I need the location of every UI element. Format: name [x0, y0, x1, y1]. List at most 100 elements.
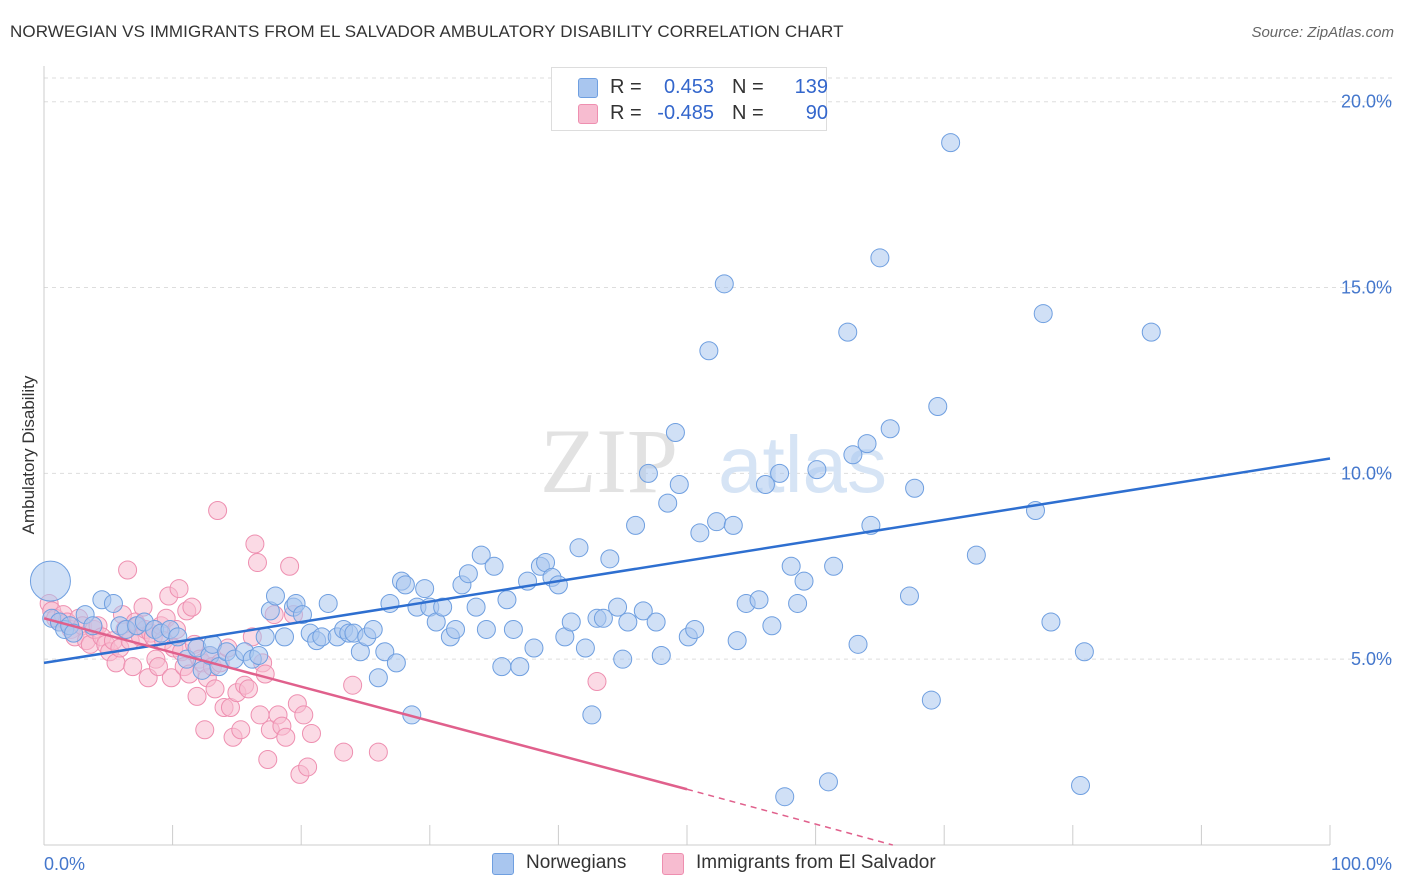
stats-legend: R = 0.453 N = 139 R = -0.485 N = 90 [551, 67, 828, 131]
data-point [169, 579, 189, 599]
data-point [593, 608, 613, 628]
data-point [123, 657, 143, 677]
data-point [497, 590, 517, 610]
trend-line-norwegians [43, 457, 1331, 665]
data-point [334, 742, 354, 762]
r-label: R = [610, 102, 642, 124]
data-point [569, 538, 589, 558]
y-tick-label: 10.0% [1341, 463, 1392, 483]
data-point [690, 523, 710, 543]
data-point [238, 679, 258, 699]
data-point [613, 649, 633, 669]
data-point [415, 579, 435, 599]
data-point [727, 631, 747, 651]
data-point [749, 590, 769, 610]
data-point [646, 612, 666, 632]
data-point [484, 556, 504, 576]
data-point [1141, 322, 1161, 342]
x-tick-label: 100.0% [1331, 854, 1392, 874]
data-point [762, 616, 782, 636]
data-point [245, 534, 265, 554]
data-point [600, 549, 620, 569]
y-tick-label: 15.0% [1341, 278, 1392, 298]
data-point [471, 545, 491, 565]
swatch-blue [578, 78, 598, 98]
data-point [187, 686, 207, 706]
data-point [848, 634, 868, 654]
data-point [608, 597, 628, 617]
data-point [368, 668, 388, 688]
data-point [575, 638, 595, 658]
data-point [255, 664, 275, 684]
data-point [458, 564, 478, 584]
data-point [1041, 612, 1061, 632]
data-point [294, 705, 314, 725]
data-point [638, 463, 658, 483]
data-point [280, 556, 300, 576]
data-point [582, 705, 602, 725]
data-point [103, 593, 123, 613]
y-axis-label: Ambulatory Disability [19, 375, 38, 534]
data-point [824, 556, 844, 576]
data-point [386, 653, 406, 673]
data-point [633, 601, 653, 621]
data-point [788, 593, 808, 613]
data-point [843, 445, 863, 465]
data-point [161, 668, 181, 688]
legend-label: Norwegians [526, 852, 627, 873]
data-point [318, 593, 338, 613]
data-point [669, 475, 689, 495]
x-tick-label: 0.0% [44, 854, 85, 874]
data-point [794, 571, 814, 591]
data-point [247, 553, 267, 573]
data-point [466, 597, 486, 617]
data-point [492, 657, 512, 677]
trend-lines [43, 457, 1331, 846]
grid [44, 77, 1392, 660]
data-point [29, 560, 71, 602]
trend-line-el-salvador [43, 617, 688, 791]
swatch-pink [578, 104, 598, 124]
series-legend: Norwegians Immigrants from El Salvador [0, 852, 1406, 878]
data-point [685, 619, 705, 639]
data-point [524, 638, 544, 658]
data-point [476, 619, 496, 639]
data-point [665, 422, 685, 442]
data-point [838, 322, 858, 342]
data-point [899, 586, 919, 606]
data-point [118, 560, 138, 580]
data-point [658, 493, 678, 513]
data-point [921, 690, 941, 710]
r-value: -0.485 [657, 102, 714, 124]
data-point [857, 434, 877, 454]
chart-title: NORWEGIAN VS IMMIGRANTS FROM EL SALVADOR… [10, 22, 844, 41]
watermark-atlas: atlas [718, 420, 887, 509]
data-point [446, 619, 466, 639]
legend-label: Immigrants from El Salvador [696, 852, 936, 873]
data-point [770, 463, 790, 483]
data-point [265, 586, 285, 606]
data-point [870, 248, 890, 268]
data-point [205, 679, 225, 699]
data-point [249, 645, 269, 665]
data-point [905, 478, 925, 498]
r-label: R = [610, 76, 642, 98]
data-point [966, 545, 986, 565]
data-point [433, 597, 453, 617]
data-point [195, 720, 215, 740]
source-label: Source: ZipAtlas.com [1251, 24, 1394, 41]
data-point [182, 597, 202, 617]
swatch-pink [662, 853, 684, 875]
data-point [343, 675, 363, 695]
n-label: N = [732, 102, 764, 124]
data-point [64, 623, 84, 643]
data-point [928, 396, 948, 416]
data-point [626, 515, 646, 535]
data-point [548, 575, 568, 595]
data-point [775, 787, 795, 807]
tick-labels: 5.0% 10.0% 15.0% 20.0% 0.0% 100.0% [44, 92, 1392, 874]
data-point [148, 657, 168, 677]
n-value: 90 [805, 102, 828, 124]
data-point [292, 605, 312, 625]
